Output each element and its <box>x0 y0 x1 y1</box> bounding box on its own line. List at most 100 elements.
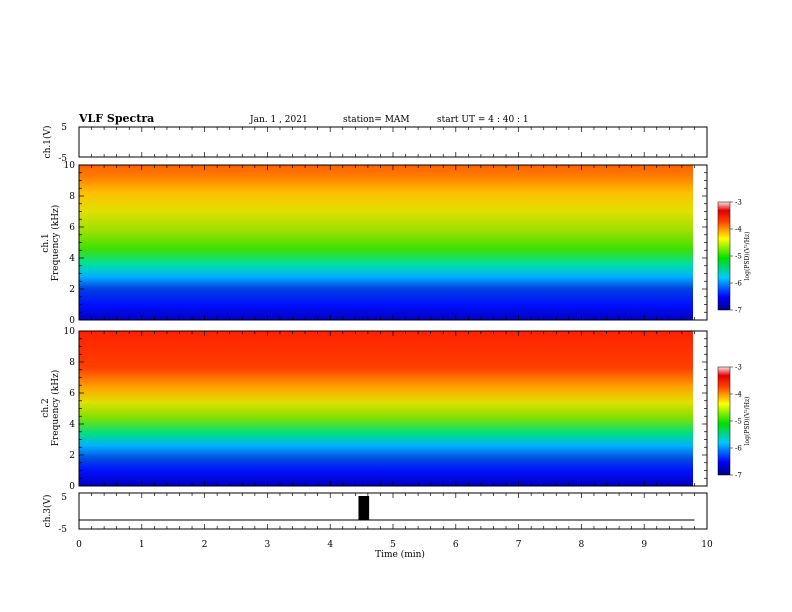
psd-speckle <box>0 175 1 176</box>
psd-speckle <box>0 208 1 209</box>
psd-speckle <box>0 197 1 198</box>
psd-speckle <box>0 359 1 360</box>
psd-speckle <box>0 388 1 389</box>
psd-speckle <box>0 348 1 349</box>
psd-speckle <box>0 178 1 179</box>
psd-speckle <box>0 364 1 365</box>
psd-speckle <box>0 345 1 346</box>
psd-speckle <box>0 168 1 169</box>
psd-speckle <box>0 339 1 340</box>
psd-speckle <box>0 343 1 344</box>
psd-speckle <box>0 167 1 168</box>
psd-speckle <box>0 367 1 368</box>
ch1-waveform-panel: 5 -5 ch.1(V) <box>42 123 708 164</box>
psd-speckle <box>0 206 1 207</box>
psd-speckle <box>0 179 1 180</box>
psd-speckle <box>0 178 1 179</box>
psd-speckle <box>0 400 1 401</box>
psd-speckle <box>0 353 1 354</box>
psd-speckle <box>0 339 1 340</box>
psd-speckle <box>0 339 1 340</box>
psd-speckle <box>0 206 1 207</box>
psd-speckle <box>0 332 1 333</box>
psd-speckle <box>0 365 1 366</box>
psd-speckle <box>0 344 1 345</box>
psd-speckle <box>0 349 1 350</box>
psd-speckle <box>0 202 1 203</box>
psd-speckle <box>0 379 1 380</box>
colorbar-tick-label: -7 <box>735 472 742 480</box>
psd-speckle <box>0 353 1 354</box>
psd-speckle <box>0 380 1 381</box>
psd-speckle <box>0 185 1 186</box>
psd-speckle <box>0 195 1 196</box>
psd-speckle <box>0 206 1 207</box>
psd-speckle <box>0 364 1 365</box>
psd-speckle <box>0 349 1 350</box>
psd-speckle <box>0 167 1 168</box>
psd-speckle <box>0 360 1 361</box>
psd-speckle <box>0 170 1 171</box>
psd-speckle <box>0 332 1 333</box>
psd-speckle <box>0 190 1 191</box>
psd-speckle <box>0 190 1 191</box>
psd-speckle <box>0 336 1 337</box>
psd-speckle <box>0 361 1 362</box>
psd-speckle <box>0 392 1 393</box>
psd-speckle <box>0 377 1 378</box>
psd-speckle <box>0 175 1 176</box>
psd-speckle <box>0 203 1 204</box>
psd-speckle <box>0 377 1 378</box>
psd-speckle <box>0 389 1 390</box>
psd-speckle <box>0 187 1 188</box>
psd-speckle <box>0 194 1 195</box>
ch1-ylabel-frequency: Frequency (kHz) <box>50 205 61 282</box>
psd-speckle <box>0 399 1 400</box>
psd-speckle <box>0 188 1 189</box>
psd-speckle <box>0 208 1 209</box>
psd-speckle <box>0 388 1 389</box>
psd-speckle <box>0 367 1 368</box>
psd-speckle <box>0 341 1 342</box>
psd-speckle <box>0 166 1 167</box>
psd-speckle <box>0 170 1 171</box>
psd-speckle <box>0 388 1 389</box>
psd-speckle <box>0 397 1 398</box>
psd-speckle <box>0 365 1 366</box>
psd-speckle <box>0 358 1 359</box>
psd-speckle <box>0 211 1 212</box>
psd-speckle <box>0 175 1 176</box>
psd-speckle <box>0 371 1 372</box>
psd-speckle <box>0 370 1 371</box>
psd-speckle <box>0 178 1 179</box>
psd-speckle <box>0 182 1 183</box>
psd-speckle <box>0 201 1 202</box>
psd-speckle <box>0 187 1 188</box>
psd-speckle <box>0 373 1 374</box>
psd-speckle <box>0 210 1 211</box>
psd-speckle <box>0 210 1 211</box>
psd-speckle <box>0 199 1 200</box>
psd-speckle <box>0 186 1 187</box>
psd-speckle <box>0 376 1 377</box>
psd-speckle <box>0 334 1 335</box>
psd-speckle <box>0 332 1 333</box>
psd-speckle <box>0 176 1 177</box>
psd-speckle <box>0 197 1 198</box>
psd-speckle <box>0 342 1 343</box>
psd-speckle <box>0 200 1 201</box>
psd-speckle <box>0 354 1 355</box>
psd-speckle <box>0 390 1 391</box>
time-axis-label: Time (min) <box>375 549 425 560</box>
psd-speckle <box>0 205 1 206</box>
psd-speckle <box>0 183 1 184</box>
psd-speckle <box>0 177 1 178</box>
psd-speckle <box>0 369 1 370</box>
psd-speckle <box>0 187 1 188</box>
psd-speckle <box>0 362 1 363</box>
psd-speckle <box>0 197 1 198</box>
psd-speckle <box>0 361 1 362</box>
psd-speckle <box>0 187 1 188</box>
psd-speckle <box>0 196 1 197</box>
psd-speckle <box>0 376 1 377</box>
